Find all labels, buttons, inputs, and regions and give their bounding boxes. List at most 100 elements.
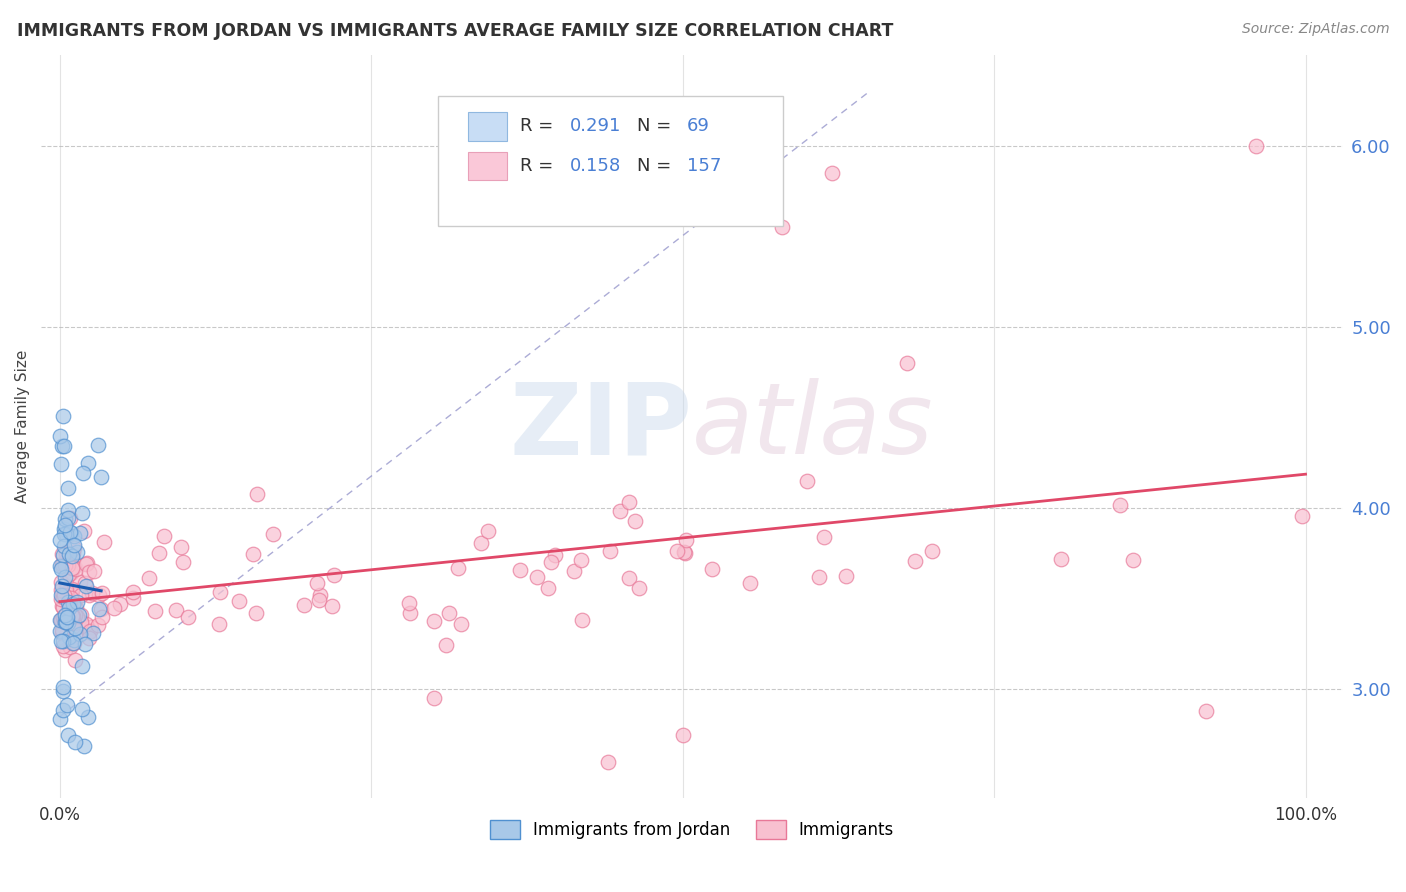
Point [55, 547, 77, 561]
Point [69, 627, 91, 641]
Point [93, 534, 115, 549]
Text: 157: 157 [686, 157, 721, 175]
Point [58, 630, 80, 644]
Point [63, 559, 86, 574]
Point [122, 585, 145, 599]
Point [1244, 138, 1267, 153]
Point [55, 582, 77, 597]
Point [108, 597, 131, 611]
Point [49, 712, 72, 726]
Point [51, 547, 73, 561]
Point [65, 607, 87, 622]
Point [1291, 509, 1313, 524]
Point [59, 524, 82, 539]
Point [60, 549, 83, 563]
FancyBboxPatch shape [439, 96, 783, 226]
Point [246, 487, 269, 501]
Point [86, 438, 108, 452]
Point [53, 539, 76, 553]
Point [103, 600, 125, 615]
Point [90, 610, 112, 624]
Point [51, 634, 73, 648]
Point [245, 606, 267, 620]
Point [55, 615, 77, 630]
Text: 69: 69 [686, 118, 710, 136]
Point [66, 594, 89, 608]
Point [437, 606, 460, 620]
Point [52, 703, 75, 717]
Point [422, 614, 444, 628]
Point [67, 607, 90, 622]
Point [76, 556, 98, 570]
Text: IMMIGRANTS FROM JORDAN VS IMMIGRANTS AVERAGE FAMILY SIZE CORRELATION CHART: IMMIGRANTS FROM JORDAN VS IMMIGRANTS AVE… [17, 22, 893, 40]
Point [51, 579, 73, 593]
Point [52, 684, 75, 698]
Point [292, 598, 315, 612]
Point [165, 603, 187, 617]
Point [485, 175, 508, 189]
Point [49, 591, 72, 606]
Point [1195, 704, 1218, 718]
Point [59, 583, 82, 598]
Point [609, 504, 631, 518]
Point [177, 609, 200, 624]
Point [904, 554, 927, 568]
Point [672, 728, 695, 742]
Y-axis label: Average Family Size: Average Family Size [15, 350, 30, 503]
Point [59, 599, 82, 614]
Point [72, 466, 94, 480]
Text: ZIP: ZIP [509, 378, 692, 475]
Point [69, 525, 91, 540]
Point [65, 562, 87, 576]
Point [82, 626, 104, 640]
Point [65, 621, 87, 635]
Point [821, 166, 844, 180]
Point [62, 546, 84, 560]
Point [53, 527, 76, 541]
Point [628, 581, 651, 595]
Point [51, 558, 73, 573]
Point [75, 557, 97, 571]
Point [63, 632, 86, 647]
Point [63, 594, 86, 608]
Point [69, 607, 91, 622]
Point [52, 633, 75, 648]
Point [62, 597, 84, 611]
Point [75, 616, 97, 631]
Point [208, 585, 231, 599]
Point [53, 642, 76, 657]
Text: Source: ZipAtlas.com: Source: ZipAtlas.com [1241, 22, 1389, 37]
Point [56, 503, 79, 517]
Point [49, 558, 72, 573]
Point [399, 606, 422, 620]
Point [53, 615, 76, 629]
Text: N =: N = [637, 118, 678, 136]
Text: 0.158: 0.158 [569, 157, 621, 175]
Point [49, 457, 72, 471]
Point [53, 558, 76, 573]
Point [77, 588, 100, 602]
Point [599, 543, 621, 558]
Point [262, 527, 284, 541]
Point [813, 530, 835, 544]
Point [148, 546, 170, 560]
Point [66, 545, 89, 559]
Point [51, 625, 73, 640]
Point [49, 614, 72, 628]
Point [83, 564, 105, 578]
Point [90, 601, 112, 615]
Point [143, 604, 166, 618]
Point [65, 601, 87, 615]
Text: 0.291: 0.291 [569, 118, 621, 136]
Point [60, 561, 83, 575]
Text: R =: R = [520, 118, 560, 136]
Point [73, 524, 96, 538]
Point [52, 548, 75, 562]
Point [53, 518, 76, 533]
Point [49, 428, 72, 442]
Point [562, 564, 585, 578]
Point [52, 522, 75, 536]
Point [51, 439, 73, 453]
Point [56, 482, 79, 496]
Point [52, 680, 75, 694]
